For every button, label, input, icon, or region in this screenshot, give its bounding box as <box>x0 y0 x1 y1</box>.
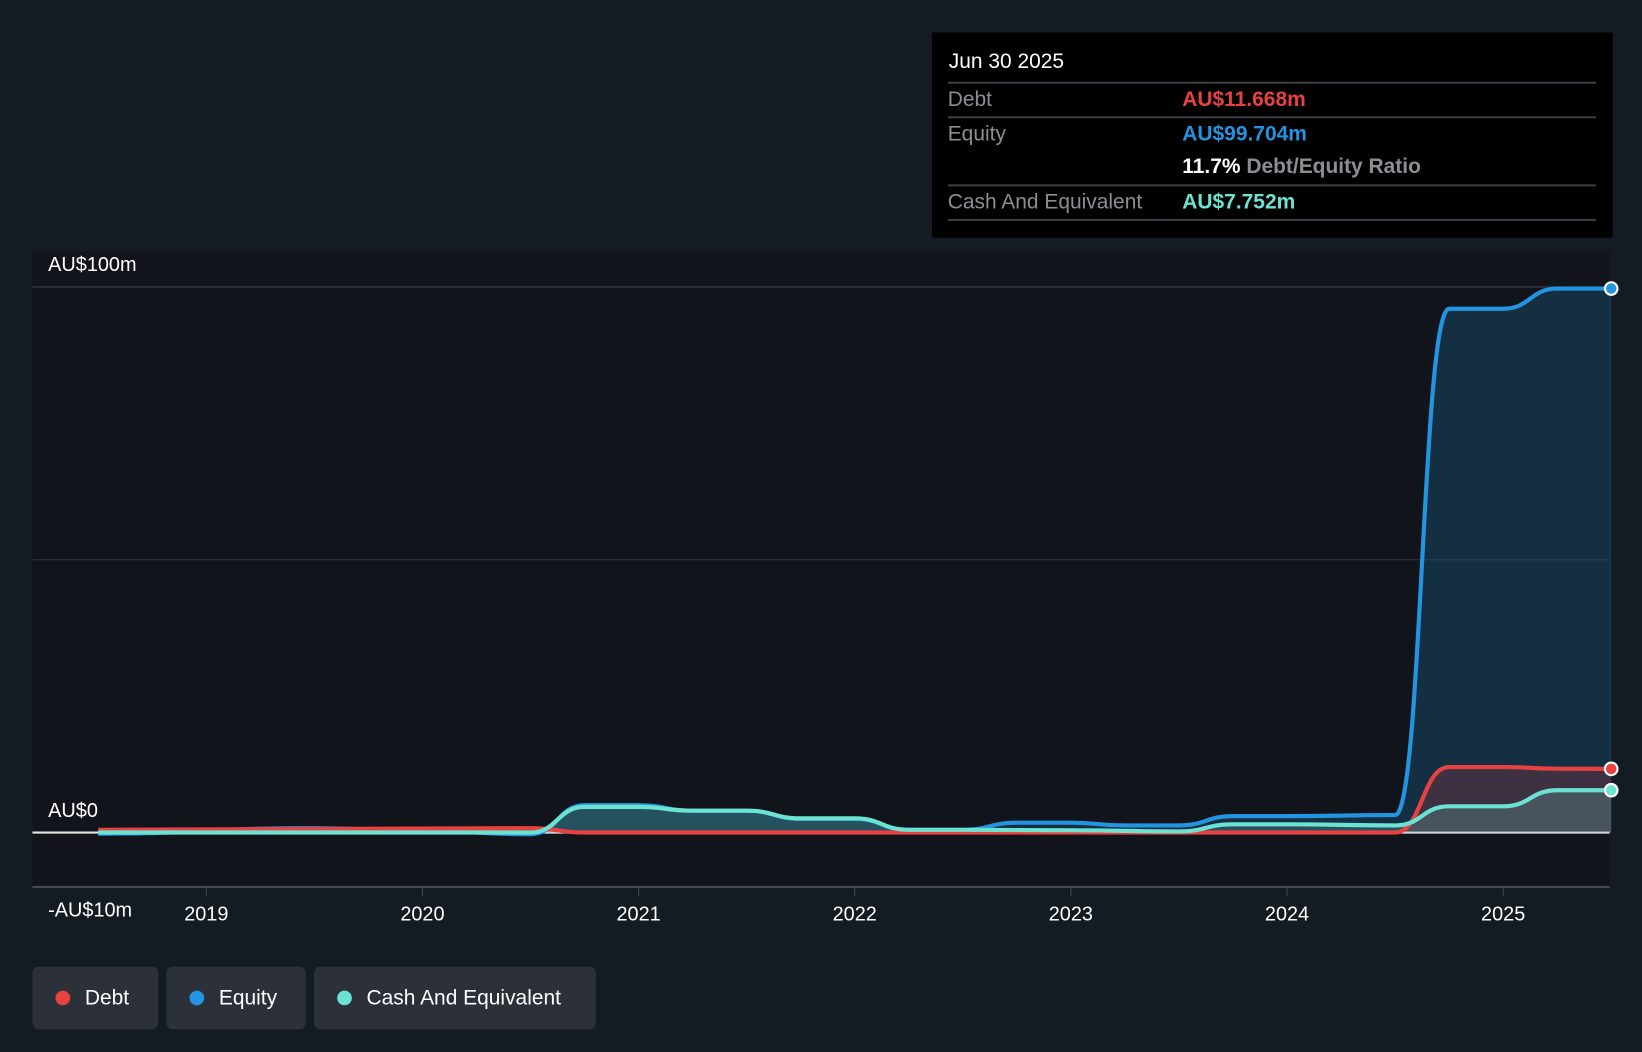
tooltip-label: Cash And Equivalent <box>947 190 1143 214</box>
tooltip-row-debt: Debt AU$11.668m <box>947 81 1596 118</box>
y-tick-label: -AU$10m <box>48 899 132 921</box>
equity-dot-icon <box>189 990 205 1006</box>
tooltip: Jun 30 2025 Debt AU$11.668m Equity AU$99… <box>932 32 1613 238</box>
x-tick-label: 2021 <box>616 903 660 925</box>
legend-debt[interactable]: Debt <box>32 966 159 1030</box>
tooltip-row-ratio: 11.7% Debt/Equity Ratio <box>948 151 1596 185</box>
x-tick-label: 2022 <box>833 903 877 925</box>
plot-background <box>32 251 1610 887</box>
y-tick-label: AU$100m <box>48 254 136 276</box>
tooltip-row-equity: Equity AU$99.704m <box>947 116 1596 152</box>
ratio-value: 11.7% <box>1182 154 1241 179</box>
x-tick-label: 2019 <box>184 903 228 925</box>
tooltip-row-cash: Cash And Equivalent AU$7.752m <box>947 184 1596 220</box>
tooltip-value: AU$99.704m <box>1182 122 1307 146</box>
tooltip-label: Debt <box>947 87 992 112</box>
line-cash-and-equivalent <box>98 788 1612 835</box>
debt-dot-icon <box>55 990 71 1006</box>
divider <box>947 218 1596 221</box>
y-tick-label: AU$0 <box>48 800 98 822</box>
line-debt <box>98 764 1612 835</box>
tooltip-date: Jun 30 2025 <box>948 50 1065 74</box>
x-tick-label: 2020 <box>400 903 444 925</box>
x-tick-label: 2024 <box>1265 903 1309 925</box>
x-tick-label: 2025 <box>1481 903 1525 925</box>
cash-dot-icon <box>337 990 352 1006</box>
legend-label: Debt <box>84 985 130 1009</box>
legend-cash[interactable]: Cash And Equivalent <box>314 966 596 1030</box>
end-marker <box>1603 281 1619 296</box>
legend-label: Cash And Equivalent <box>366 985 561 1009</box>
legend-equity[interactable]: Equity <box>166 966 306 1030</box>
tooltip-label: Equity <box>947 122 1006 146</box>
end-marker <box>1603 761 1619 777</box>
tooltip-value: AU$11.668m <box>1182 87 1306 112</box>
legend-label: Equity <box>218 985 278 1009</box>
area-debt <box>98 767 1612 833</box>
tooltip-value: AU$7.752m <box>1182 190 1296 214</box>
ratio-label: Debt/Equity Ratio <box>1246 154 1421 179</box>
area-cash-and-equivalent <box>98 790 1612 833</box>
x-tick-label: 2023 <box>1049 903 1093 925</box>
end-marker <box>1603 782 1619 798</box>
area-equity <box>98 288 1612 835</box>
